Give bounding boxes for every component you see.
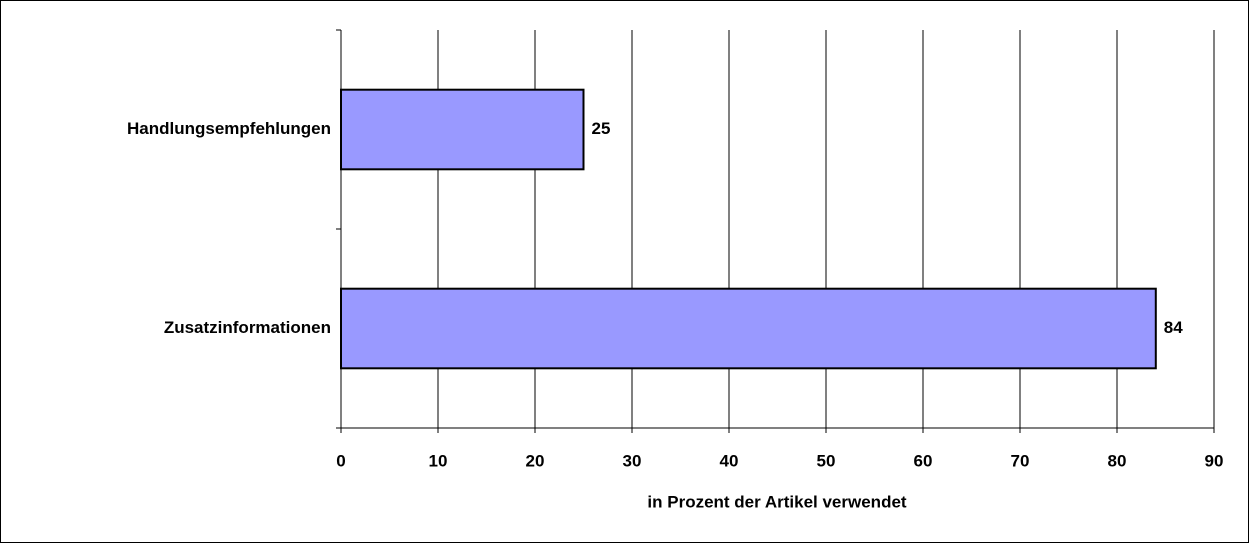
x-tick-label: 0 [336, 451, 345, 470]
x-tick-label: 60 [914, 451, 933, 470]
x-tick-label: 70 [1011, 451, 1030, 470]
x-tick-label: 20 [526, 451, 545, 470]
x-tick-label: 80 [1108, 451, 1127, 470]
x-axis-label: in Prozent der Artikel verwendet [647, 492, 906, 511]
x-tick-label: 50 [817, 451, 836, 470]
data-label: 84 [1164, 318, 1183, 337]
x-tick-label: 30 [623, 451, 642, 470]
y-tick-label: Zusatzinformationen [164, 318, 331, 337]
data-label: 25 [592, 119, 611, 138]
x-tick-label: 40 [720, 451, 739, 470]
bar [340, 287, 1157, 370]
x-tick-label: 90 [1205, 451, 1224, 470]
bar [340, 88, 585, 171]
y-tick-label: Handlungsempfehlungen [127, 119, 331, 138]
x-tick-label: 10 [429, 451, 448, 470]
